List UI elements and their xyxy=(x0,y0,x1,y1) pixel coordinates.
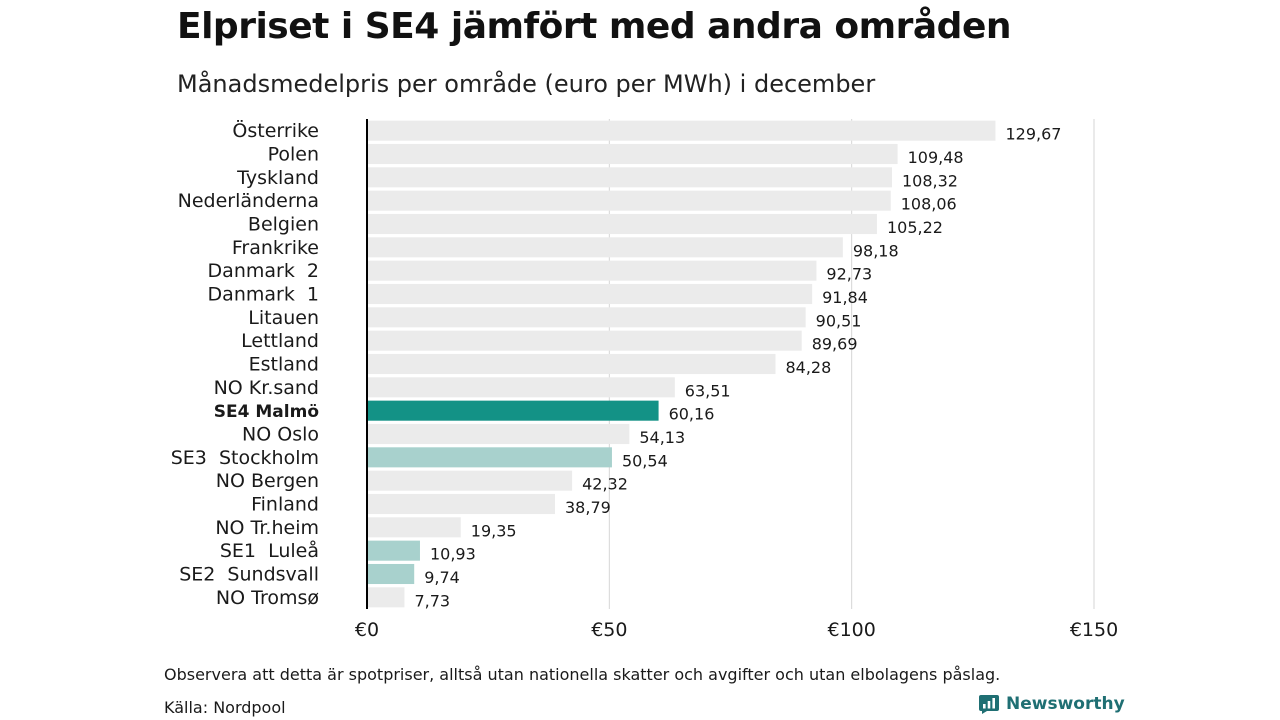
chart-subtitle: Månadsmedelpris per område (euro per MWh… xyxy=(177,70,876,98)
bar xyxy=(367,167,892,188)
category-label: SE3 Stockholm xyxy=(171,447,319,469)
chart-title: Elpriset i SE4 jämfört med andra områden xyxy=(177,6,1012,47)
bars xyxy=(367,120,996,608)
value-label: 105,22 xyxy=(887,218,943,237)
bar xyxy=(367,330,802,351)
category-label: NO Kr.sand xyxy=(214,377,319,399)
category-label: SE4 Malmö xyxy=(214,402,319,422)
value-label: 38,79 xyxy=(565,498,611,517)
value-label: 108,32 xyxy=(902,171,958,190)
brand-name: Newsworthy xyxy=(1006,694,1125,714)
bar xyxy=(367,213,877,235)
bar xyxy=(367,353,776,375)
value-label: 7,73 xyxy=(414,591,450,610)
category-label: Danmark 2 xyxy=(208,260,319,282)
value-label: 42,32 xyxy=(582,475,628,494)
value-labels: 129,67 109,48 108,32 108,06 105,22 98,18 92,73… xyxy=(414,125,1061,611)
bar xyxy=(367,260,817,281)
bar-chart: ÖsterrikePolenTysklandNederländernaBelgi… xyxy=(171,119,1118,641)
category-labels: ÖsterrikePolenTysklandNederländernaBelgi… xyxy=(171,119,319,609)
value-label: 60,16 xyxy=(669,405,715,424)
value-label: 98,18 xyxy=(853,241,899,260)
bar xyxy=(367,237,843,258)
source-note: Källa: Nordpool xyxy=(164,698,286,717)
bar xyxy=(367,563,415,585)
category-label: NO Tr.heim xyxy=(215,517,319,539)
value-label: 91,84 xyxy=(822,288,868,307)
x-tick-label: €0 xyxy=(355,619,379,641)
x-tick-label: €50 xyxy=(591,619,627,641)
bar xyxy=(367,400,659,421)
category-label: NO Oslo xyxy=(242,424,319,446)
bar xyxy=(367,587,405,608)
category-label: Litauen xyxy=(248,307,319,329)
bar xyxy=(367,470,573,491)
bar xyxy=(367,377,675,398)
bar xyxy=(367,447,612,468)
category-label: Finland xyxy=(251,494,319,516)
value-label: 63,51 xyxy=(685,381,731,400)
value-label: 19,35 xyxy=(471,521,517,540)
x-tick-label: €100 xyxy=(827,619,875,641)
newsworthy-logo-icon xyxy=(979,695,999,714)
value-label: 84,28 xyxy=(785,358,831,377)
bar xyxy=(367,517,461,538)
x-axis-ticks: €0 €50 €100 €150 xyxy=(355,619,1118,641)
category-label: Lettland xyxy=(241,330,319,352)
category-label: SE2 Sundsvall xyxy=(179,564,319,586)
bar xyxy=(367,493,556,515)
category-label: Danmark 1 xyxy=(208,284,319,306)
category-label: Tyskland xyxy=(236,167,319,189)
value-label: 129,67 xyxy=(1005,125,1061,144)
bar xyxy=(367,120,996,141)
category-label: Frankrike xyxy=(232,237,319,259)
x-tick-label: €150 xyxy=(1070,619,1118,641)
value-label: 89,69 xyxy=(812,335,858,354)
bar xyxy=(367,423,630,445)
value-label: 92,73 xyxy=(826,265,872,284)
value-label: 10,93 xyxy=(430,545,476,564)
category-label: NO Bergen xyxy=(216,470,319,492)
brand: Newsworthy xyxy=(978,693,1125,715)
value-label: 50,54 xyxy=(622,451,668,470)
bar xyxy=(367,307,806,328)
value-label: 109,48 xyxy=(908,148,964,167)
category-label: SE1 Luleå xyxy=(220,539,319,562)
category-label: NO Tromsø xyxy=(216,587,319,609)
value-label: 108,06 xyxy=(901,195,957,214)
bar xyxy=(367,190,891,211)
category-label: Österrike xyxy=(232,119,319,142)
bar xyxy=(367,283,813,305)
category-label: Nederländerna xyxy=(178,190,319,212)
bar xyxy=(367,540,420,561)
value-label: 9,74 xyxy=(424,568,460,587)
footnote: Observera att detta är spotpriser, allts… xyxy=(164,665,1001,684)
category-label: Polen xyxy=(268,144,319,166)
bar xyxy=(367,143,898,165)
value-label: 90,51 xyxy=(816,311,862,330)
value-label: 54,13 xyxy=(639,428,685,447)
category-label: Belgien xyxy=(248,214,319,236)
category-label: Estland xyxy=(249,354,319,376)
